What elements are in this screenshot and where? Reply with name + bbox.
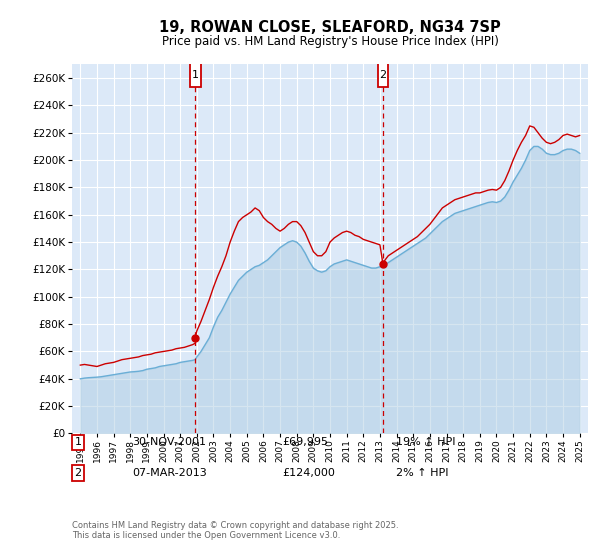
Text: 07-MAR-2013: 07-MAR-2013 [132,468,207,478]
Text: 1: 1 [74,437,82,447]
Text: £69,995: £69,995 [282,437,328,447]
Text: 30-NOV-2001: 30-NOV-2001 [132,437,206,447]
Text: 2: 2 [74,468,82,478]
FancyBboxPatch shape [377,63,388,87]
Text: 2: 2 [379,71,386,81]
Text: 1: 1 [191,71,199,81]
Text: 19% ↑ HPI: 19% ↑ HPI [396,437,455,447]
Text: £124,000: £124,000 [282,468,335,478]
Text: 19, ROWAN CLOSE, SLEAFORD, NG34 7SP: 19, ROWAN CLOSE, SLEAFORD, NG34 7SP [159,20,501,35]
FancyBboxPatch shape [190,63,200,87]
Text: Price paid vs. HM Land Registry's House Price Index (HPI): Price paid vs. HM Land Registry's House … [161,35,499,48]
Text: 2% ↑ HPI: 2% ↑ HPI [396,468,449,478]
Text: Contains HM Land Registry data © Crown copyright and database right 2025.
This d: Contains HM Land Registry data © Crown c… [72,521,398,540]
